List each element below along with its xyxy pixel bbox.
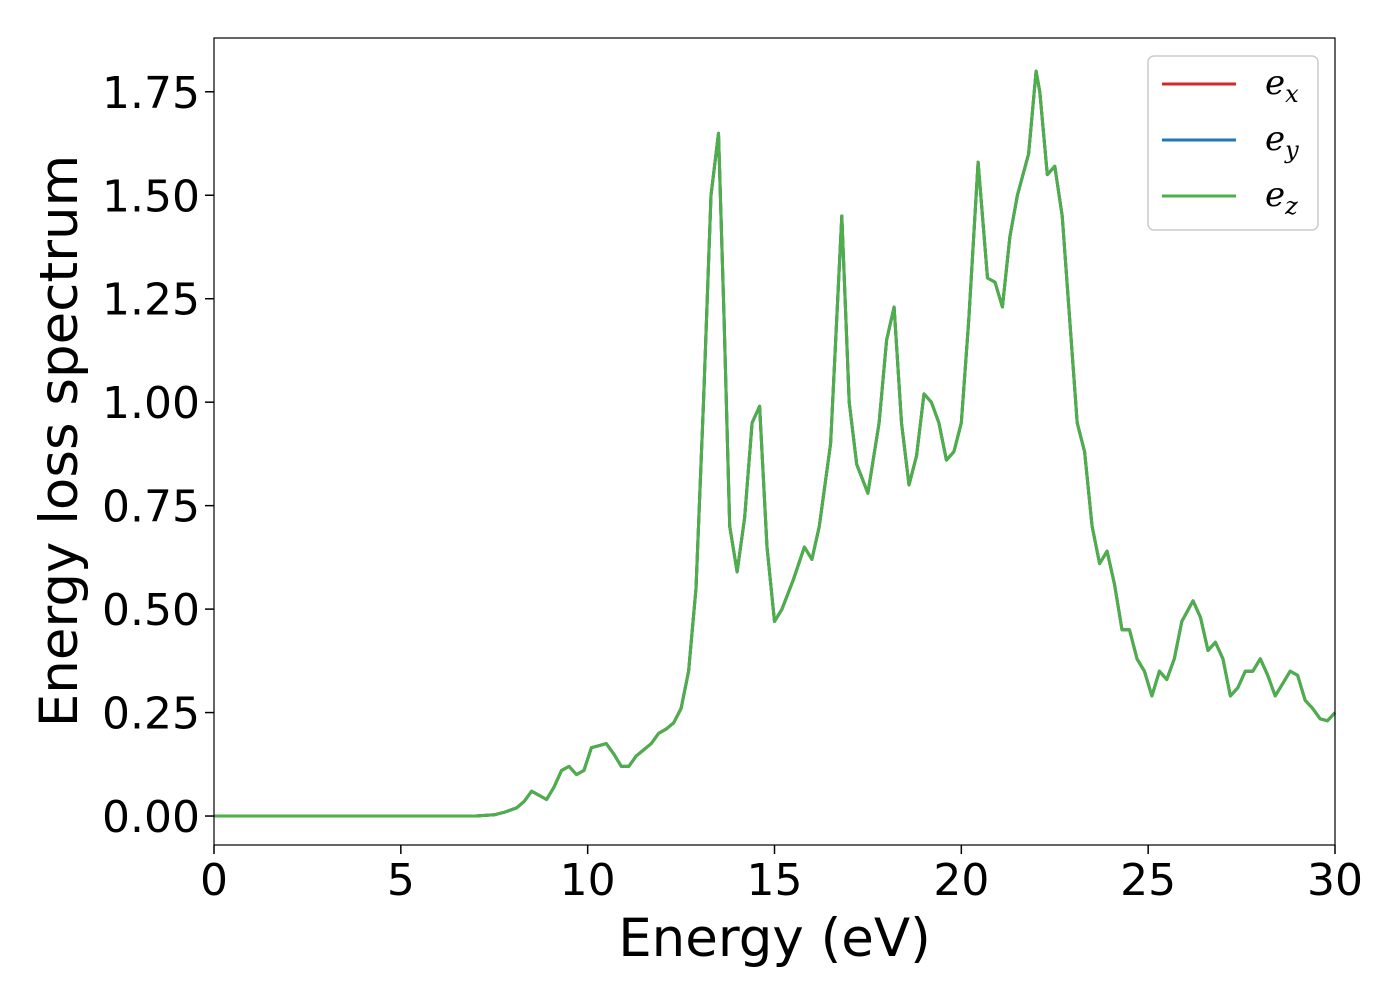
x-tick-label: 25 — [1120, 855, 1176, 906]
y-tick-label: 1.50 — [102, 171, 200, 222]
y-tick-label: 1.25 — [102, 275, 200, 326]
x-tick-label: 10 — [560, 855, 616, 906]
x-tick-label: 20 — [933, 855, 989, 906]
legend-label-ex: ex — [1265, 63, 1299, 108]
legend: ex ey ez — [1147, 55, 1319, 231]
y-axis: 0.00 0.25 0.50 0.75 1.00 1.25 1.50 1.75 — [102, 68, 214, 843]
x-tick-label: 5 — [387, 855, 415, 906]
y-tick-label: 1.00 — [102, 378, 200, 429]
x-axis-title: Energy (eV) — [618, 908, 931, 969]
y-tick-label: 0.00 — [102, 792, 200, 843]
y-axis-title: Energy loss spectrum — [29, 155, 90, 727]
y-tick-label: 1.75 — [102, 68, 200, 119]
x-axis: 0 5 10 15 20 25 30 — [200, 845, 1363, 906]
x-tick-label: 15 — [747, 855, 803, 906]
y-tick-label: 0.25 — [102, 689, 200, 740]
x-tick-label: 0 — [200, 855, 228, 906]
y-tick-label: 0.50 — [102, 585, 200, 636]
legend-box — [1147, 55, 1319, 231]
legend-label-ey: ey — [1265, 119, 1299, 164]
y-tick-label: 0.75 — [102, 482, 200, 533]
series-line-ez — [214, 69, 1337, 818]
series-layer — [214, 69, 1337, 818]
x-tick-label: 30 — [1307, 855, 1363, 906]
legend-label-ez: ez — [1265, 175, 1298, 220]
